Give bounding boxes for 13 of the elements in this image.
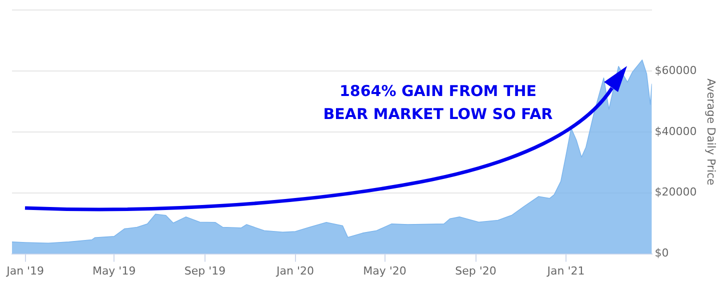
annotation: 1864% GAIN FROM THE BEAR MARKET LOW SO FAR (322, 81, 554, 125)
x-tick-label: Sep '19 (184, 264, 226, 278)
x-tick-label: Jan '21 (546, 264, 585, 278)
y-tick-label: $60000 (654, 64, 697, 77)
y-tick-label: $0 (654, 246, 669, 260)
y-axis-title: Average Daily Price (704, 78, 718, 186)
y-tick-label: $40000 (654, 124, 697, 138)
x-tick-label: Jan '19 (6, 264, 44, 278)
x-tick-label: Sep '20 (455, 264, 496, 278)
x-tick-label: May '19 (92, 264, 136, 278)
x-tick-label: May '20 (363, 264, 406, 278)
x-tick-label: Jan '20 (276, 264, 314, 278)
y-tick-label: $20000 (654, 186, 697, 199)
